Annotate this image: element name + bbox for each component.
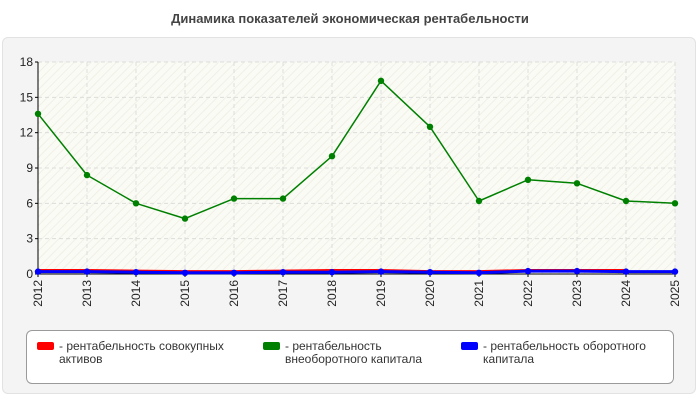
data-point bbox=[426, 269, 434, 276]
y-tick-label: 15 bbox=[20, 90, 34, 104]
x-tick-label: 2012 bbox=[31, 280, 45, 307]
legend-swatch-green bbox=[263, 342, 280, 350]
data-point bbox=[426, 123, 434, 130]
legend-swatch-red bbox=[37, 342, 54, 350]
data-point bbox=[377, 268, 385, 275]
x-tick-label: 2014 bbox=[129, 280, 143, 307]
data-point bbox=[83, 268, 91, 275]
y-tick-label: 0 bbox=[26, 267, 33, 281]
data-point bbox=[230, 269, 238, 276]
chart-title: Динамика показателей экономическая рента… bbox=[171, 11, 529, 26]
x-tick-label: 2021 bbox=[472, 280, 486, 307]
y-tick-label: 12 bbox=[20, 126, 34, 140]
axes: 0 3 6 9 12 15 18 2012 2013 2014 2015 2016 2017 2018 20… bbox=[20, 55, 682, 307]
series-line-1 bbox=[37, 80, 676, 220]
y-tick-label: 9 bbox=[26, 161, 33, 175]
x-tick-label: 2013 bbox=[80, 280, 94, 307]
y-tick-label: 6 bbox=[26, 196, 33, 210]
data-point bbox=[328, 269, 336, 276]
series-layer bbox=[34, 77, 679, 276]
data-point bbox=[132, 200, 140, 207]
data-point bbox=[230, 195, 238, 202]
x-tick-label: 2025 bbox=[668, 280, 682, 307]
data-point bbox=[279, 269, 287, 276]
x-tick-label: 2019 bbox=[374, 280, 388, 307]
legend: - рентабельность совокупных активов - ре… bbox=[26, 330, 674, 384]
data-point bbox=[83, 171, 91, 179]
data-point bbox=[377, 77, 385, 85]
data-point bbox=[524, 176, 532, 183]
x-tick-label: 2017 bbox=[276, 280, 290, 307]
data-point bbox=[475, 269, 483, 276]
data-point bbox=[671, 268, 679, 275]
data-point bbox=[132, 269, 140, 276]
legend-label: - рентабельность совокупных активов bbox=[59, 339, 224, 366]
legend-swatch-blue bbox=[461, 342, 478, 350]
data-point bbox=[328, 153, 336, 160]
grid-lines bbox=[38, 61, 676, 274]
series-line-2 bbox=[38, 269, 675, 275]
data-point bbox=[475, 197, 483, 205]
data-point bbox=[279, 195, 287, 202]
x-tick-label: 2020 bbox=[423, 280, 437, 307]
data-point bbox=[573, 180, 581, 187]
x-tick-label: 2022 bbox=[521, 280, 535, 307]
x-tick-label: 2016 bbox=[227, 280, 241, 307]
data-point bbox=[34, 268, 42, 275]
legend-label: - рентабельность оборотного капитала bbox=[483, 339, 646, 366]
data-point bbox=[671, 200, 679, 207]
y-tick-label: 3 bbox=[26, 232, 33, 246]
legend-label: - рентабельность внеоборотного капитала bbox=[285, 339, 422, 366]
data-point bbox=[573, 267, 581, 275]
data-point bbox=[181, 269, 189, 276]
data-point bbox=[622, 197, 630, 205]
data-point bbox=[181, 215, 189, 222]
x-tick-label: 2015 bbox=[178, 280, 192, 307]
data-point bbox=[524, 267, 532, 275]
x-tick-label: 2018 bbox=[325, 280, 339, 307]
x-tick-label: 2023 bbox=[570, 280, 584, 307]
data-point bbox=[622, 268, 630, 275]
x-tick-label: 2024 bbox=[619, 280, 633, 307]
data-point bbox=[34, 110, 42, 118]
y-tick-label: 18 bbox=[20, 55, 34, 69]
